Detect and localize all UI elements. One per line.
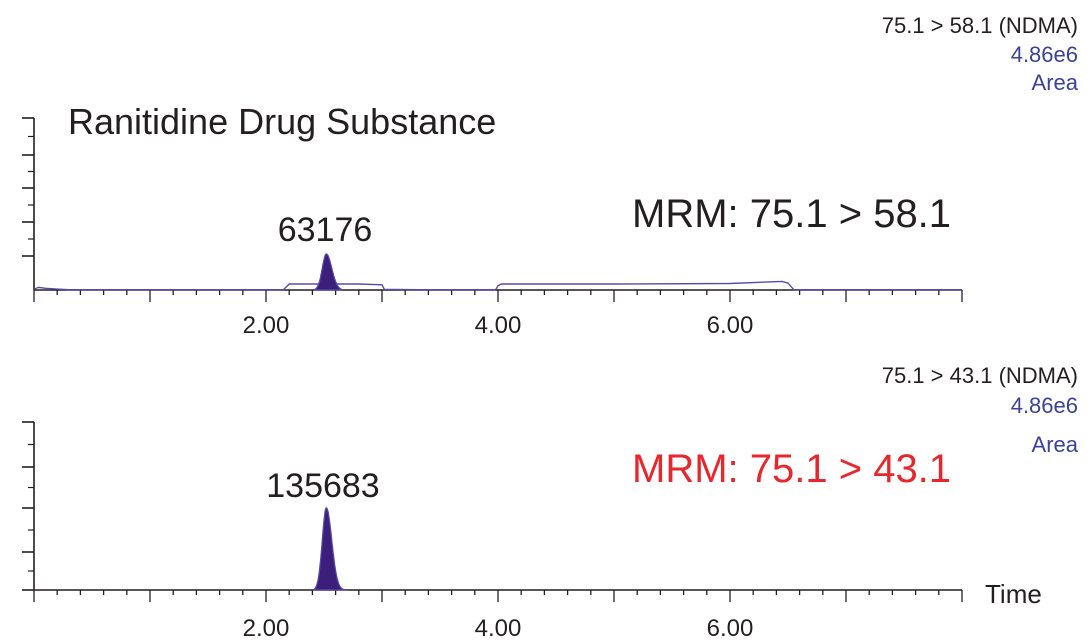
top-baseline-trace-1 (282, 283, 496, 291)
top-traces (33, 253, 962, 291)
bottom-peak-area-label: 135683 (266, 467, 379, 505)
bottom-max-intensity-label: 4.86e6 (1011, 393, 1078, 418)
x-axis-label: Time (985, 579, 1042, 609)
top-x-tick-label-2: 2.00 (243, 312, 290, 339)
bottom-traces (312, 507, 348, 591)
top-x-tick-label-6: 6.00 (707, 312, 754, 339)
top-baseline-trace-0 (33, 286, 284, 291)
top-sample-title: Ranitidine Drug Substance (68, 101, 496, 142)
bottom-x-tick-label-2: 2.00 (243, 615, 290, 642)
top-mrm-label: MRM: 75.1 > 58.1 (632, 192, 951, 236)
top-peak-area-label: 63176 (278, 211, 373, 249)
bottom-x-tick-label-4: 4.00 (475, 615, 522, 642)
bottom-mrm-label: MRM: 75.1 > 43.1 (632, 447, 951, 491)
bottom-x-tick-label-6: 6.00 (707, 615, 754, 642)
top-peak (314, 253, 342, 291)
top-baseline-trace-2 (495, 280, 962, 291)
bottom-channel-label: 75.1 > 43.1 (NDMA) (882, 363, 1078, 388)
bottom-chromatogram-panel: 75.1 > 43.1 (NDMA) 4.86e6 Area MRM: 75.1… (22, 363, 1079, 642)
top-max-intensity-label: 4.86e6 (1011, 42, 1078, 67)
top-quant-label: Area (1032, 70, 1079, 95)
bottom-peak (314, 507, 348, 591)
bottom-quant-label: Area (1032, 432, 1079, 457)
top-chromatogram-panel: 75.1 > 58.1 (NDMA) 4.86e6 Area Ranitidin… (22, 13, 1079, 339)
top-channel-label: 75.1 > 58.1 (NDMA) (882, 13, 1078, 38)
top-x-tick-label-4: 4.00 (475, 312, 522, 339)
bottom-axes (22, 421, 963, 602)
